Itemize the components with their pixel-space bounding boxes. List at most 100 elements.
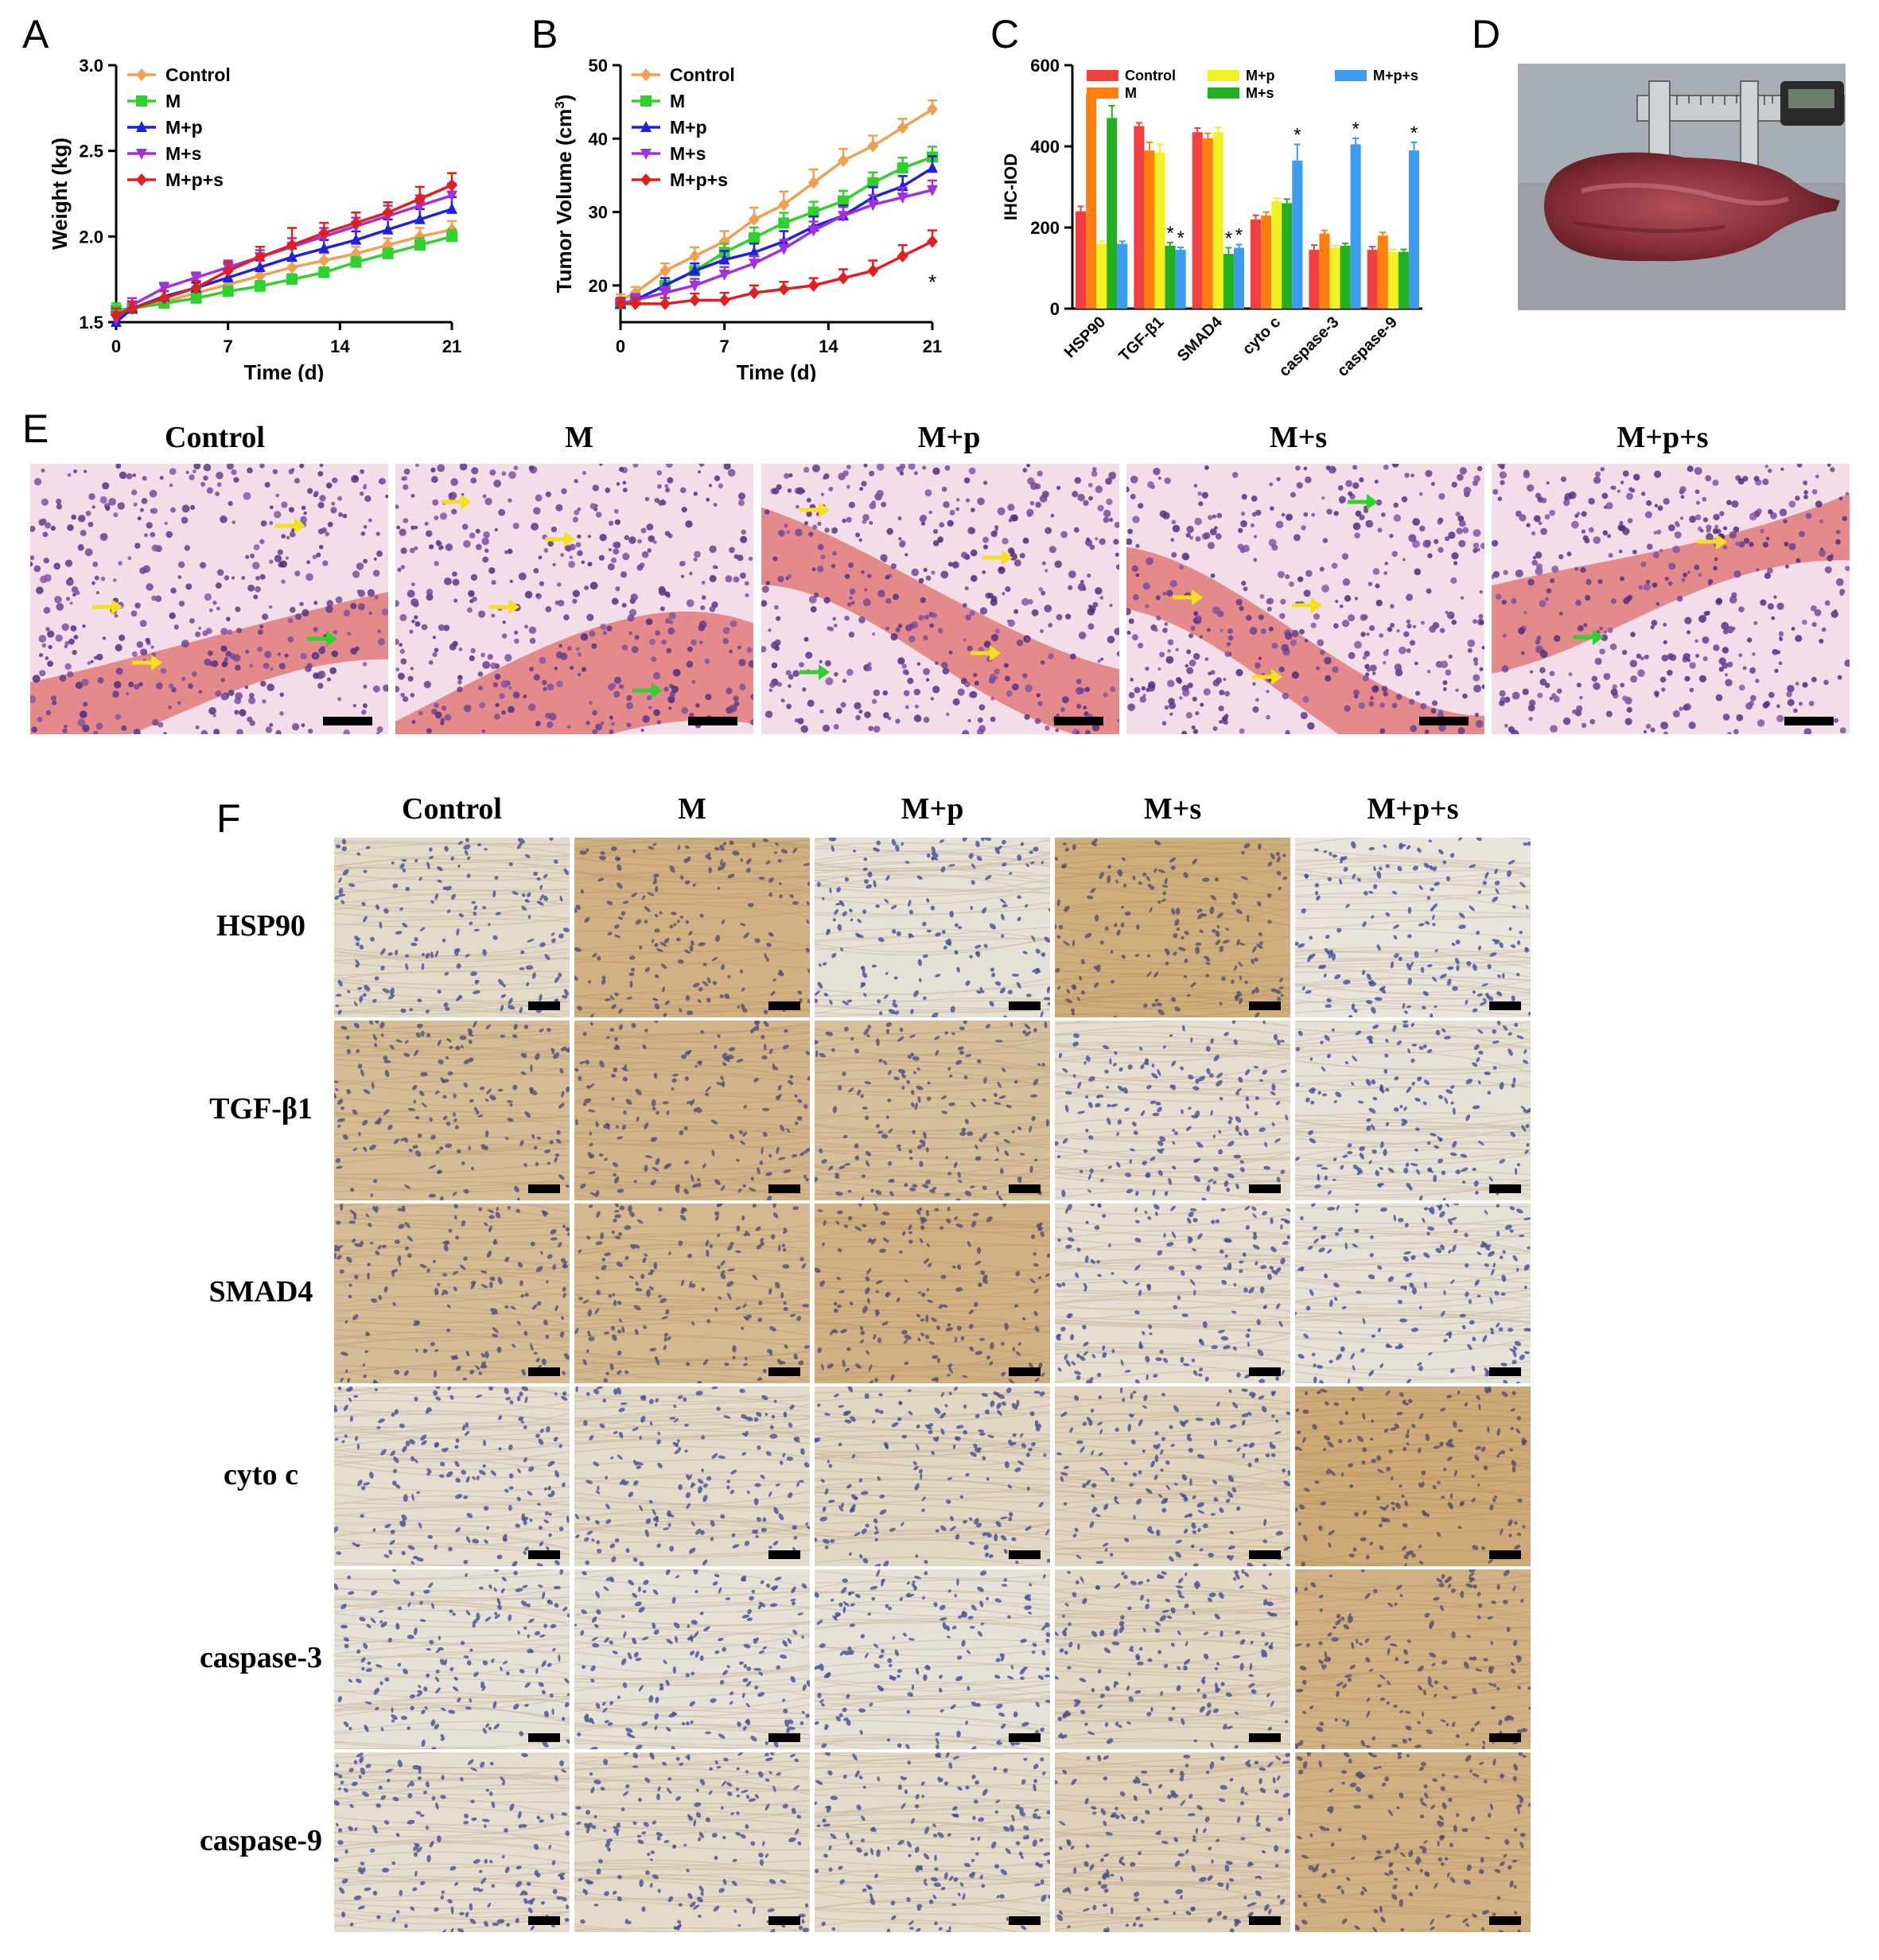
a-point xyxy=(158,291,170,305)
c-bar-control xyxy=(1134,126,1145,309)
b-series-control xyxy=(615,99,938,307)
green-arrow xyxy=(799,664,830,680)
fibers xyxy=(815,1390,1050,1566)
panel-letter-c: C xyxy=(990,12,1020,56)
nuclei xyxy=(1295,1386,1527,1566)
c-bar-m-s xyxy=(1223,254,1234,309)
yellow-arrow xyxy=(1697,534,1727,550)
c-category-label-hsp90: HSP90 xyxy=(1061,313,1109,361)
nuclei xyxy=(574,838,810,1017)
ihc-image-hsp90-m-s xyxy=(1055,838,1290,1017)
a-point xyxy=(382,223,394,235)
a-x-tick-label: 7 xyxy=(224,336,233,356)
a-legend-marker xyxy=(136,95,147,107)
ihc-row-label-cyto-c: cyto c xyxy=(224,1458,298,1491)
b-point xyxy=(659,288,671,300)
scale-bar xyxy=(1249,1916,1281,1925)
b-legend-marker xyxy=(640,121,652,132)
panel-letter-b: B xyxy=(531,12,558,56)
c-bar-m-p-s xyxy=(1117,243,1128,309)
b-legend-label-m-p: M+p xyxy=(670,117,707,138)
yellow-arrow xyxy=(799,502,830,518)
nuclei xyxy=(575,1752,809,1932)
b-point xyxy=(897,121,908,134)
ihc-column-header-m: M xyxy=(678,792,706,826)
scale-bar xyxy=(528,1184,560,1193)
c-bar-m-p-s xyxy=(1175,250,1186,309)
c-legend-label: M+p xyxy=(1246,68,1275,84)
b-y-tick-label: 30 xyxy=(589,203,608,223)
b-x-tick-label: 7 xyxy=(720,336,729,356)
yellow-arrow xyxy=(132,655,162,671)
a-legend: Control M M+p M+s M+p+s xyxy=(127,64,231,190)
c-legend-swatch xyxy=(1087,70,1118,81)
b-point xyxy=(897,192,908,204)
he-column-header-m-p: M+p xyxy=(917,421,981,454)
nuclei xyxy=(1295,838,1531,1017)
nuclei xyxy=(334,1752,570,1932)
b-point xyxy=(718,253,730,265)
scale-bar xyxy=(528,1367,560,1376)
b-y-tick-label: 40 xyxy=(589,129,608,149)
panel-letter-f: F xyxy=(216,796,241,841)
c-category-label-smad4: SMAD4 xyxy=(1174,313,1227,365)
nuclei xyxy=(1056,1204,1290,1383)
ihc-background xyxy=(574,838,810,1017)
b-point xyxy=(749,259,760,270)
he-image-control xyxy=(30,464,388,734)
c-y-tick-label: 400 xyxy=(1030,137,1060,157)
c-significance-star: * xyxy=(1177,228,1184,249)
b-point xyxy=(897,162,908,174)
scale-bar xyxy=(768,1916,800,1925)
c-legend-item-control: Control xyxy=(1087,68,1176,84)
a-x-tick-label: 0 xyxy=(111,336,121,356)
c-significance-star: * xyxy=(1087,71,1095,92)
a-legend-marker xyxy=(136,121,147,132)
a-legend-label-control: Control xyxy=(165,64,231,85)
c-significance-star: * xyxy=(1294,124,1301,146)
nuclei xyxy=(1055,1752,1290,1932)
scale-bar xyxy=(528,1001,560,1010)
c-bar-m-s xyxy=(1282,203,1293,309)
a-point xyxy=(446,190,457,202)
a-y-tick-label: 3.0 xyxy=(79,56,103,76)
a-point xyxy=(286,274,298,286)
b-x-axis-label: Time (d) xyxy=(737,360,817,382)
ihc-image-hsp90-m xyxy=(574,838,810,1017)
b-point xyxy=(807,206,819,218)
c-bar-m-p-s xyxy=(1233,247,1244,309)
b-point xyxy=(615,297,626,310)
a-point xyxy=(350,216,362,230)
a-y-tick-label: 1.5 xyxy=(79,313,103,332)
scale-bar xyxy=(768,1550,800,1559)
scale-bar xyxy=(1009,1550,1041,1559)
a-point xyxy=(414,200,426,212)
b-point xyxy=(807,278,819,292)
b-y-axis-label-main: Tumor Volume (cm xyxy=(552,109,576,294)
nuclei xyxy=(815,1386,1050,1566)
a-point xyxy=(222,264,234,278)
a-point xyxy=(158,282,170,294)
nuclei xyxy=(1295,1569,1531,1749)
nuclei xyxy=(334,1386,570,1566)
b-point xyxy=(807,225,819,237)
he-image-m-s xyxy=(1126,464,1484,734)
a-x-tick-label: 21 xyxy=(442,336,461,356)
ihc-row-label-hsp90: HSP90 xyxy=(216,909,305,943)
a-y-axis-label: Weight (kg) xyxy=(48,138,72,250)
b-point xyxy=(778,217,790,229)
b-point xyxy=(718,270,730,282)
a-point xyxy=(350,233,362,245)
a-legend-label-m-s: M+s xyxy=(165,143,201,164)
b-point xyxy=(778,282,790,296)
c-bar-m-p xyxy=(1329,247,1340,309)
a-x-axis-label: Time (d) xyxy=(244,360,325,382)
nuclei xyxy=(1055,1569,1289,1749)
b-y-tick-label: 50 xyxy=(589,56,608,76)
c-legend-item-m-p: M+p xyxy=(1208,68,1275,84)
ihc-image-hsp90-m-p-s xyxy=(1295,838,1531,1017)
fibers xyxy=(1055,1204,1290,1383)
c-bar-control xyxy=(1192,132,1203,309)
ihc-image-caspase-9-control xyxy=(334,1752,570,1932)
c-bar-m xyxy=(1144,150,1155,309)
